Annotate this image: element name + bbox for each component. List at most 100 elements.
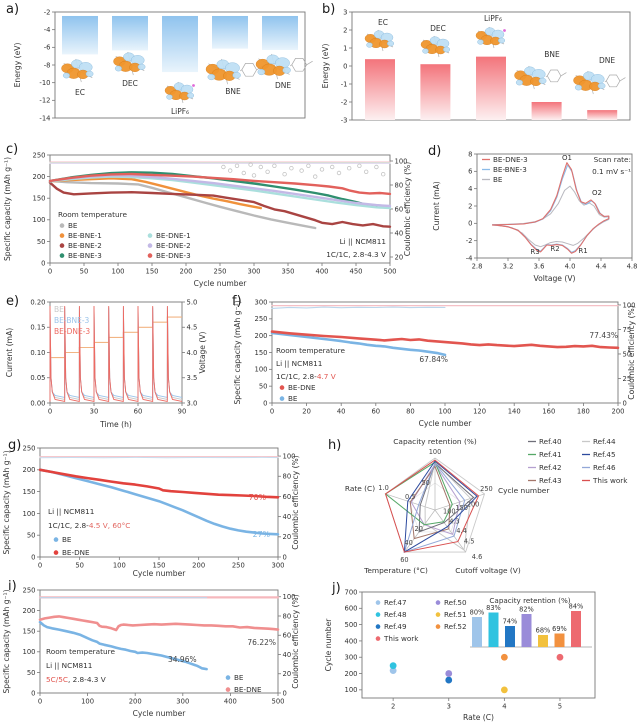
svg-text:Li || NCM811: Li || NCM811 — [46, 661, 92, 670]
svg-text:300: 300 — [176, 698, 189, 706]
svg-text:0: 0 — [283, 689, 287, 697]
svg-text:0: 0 — [31, 553, 35, 561]
svg-text:Ref.48: Ref.48 — [384, 610, 407, 619]
molecule-orbital-icon — [255, 53, 313, 80]
svg-text:100: 100 — [255, 366, 268, 374]
svg-text:BE: BE — [68, 221, 78, 230]
svg-text:0: 0 — [623, 399, 627, 407]
panel-c: c) 0 50 100 150 200 250 300 350 400 450 500 0 50 100 1… — [0, 140, 425, 290]
svg-text:300: 300 — [248, 268, 261, 276]
panel-d: d) 2.8 3.2 3.6 4.0 4.4 4.8 8 6 4 2 0 -2 -4 Voltage (V… — [425, 140, 640, 290]
series-Ref.46 — [403, 462, 466, 553]
energy-bar-DNE — [262, 15, 298, 50]
legend-marker-Ref.50 — [435, 600, 441, 605]
svg-text:This work: This work — [383, 634, 419, 643]
svg-text:Room temperature: Room temperature — [58, 210, 127, 219]
molecule-orbital-icon — [164, 81, 195, 104]
series-BE — [38, 620, 208, 671]
panel-b: b) 3 2 1 0 -1 -2 -3 Energy (eV) EC DEC LiPF₆ BNE DNE — [320, 0, 640, 140]
svg-text:BE-DNE: BE-DNE — [234, 685, 262, 694]
energy-bar-EC — [365, 59, 395, 120]
svg-text:300: 300 — [255, 298, 268, 306]
series-CE-BE — [271, 306, 446, 309]
svg-text:100: 100 — [33, 216, 46, 224]
svg-text:4.5: 4.5 — [187, 324, 198, 332]
svg-text:40: 40 — [404, 539, 412, 547]
svg-text:0.5: 0.5 — [405, 493, 416, 501]
legend-marker-Ref.49 — [375, 624, 381, 629]
point-Ref.47 — [389, 667, 397, 675]
svg-text:250: 250 — [214, 268, 227, 276]
svg-text:80%: 80% — [470, 609, 485, 617]
svg-text:82%: 82% — [519, 606, 534, 614]
panel-g-chart: 0 50 100 150 200 250 3000501001502002500204060… — [2, 444, 300, 578]
svg-text:Capacity retention (%): Capacity retention (%) — [489, 596, 570, 605]
svg-text:50: 50 — [80, 268, 89, 276]
inset-bar-69% — [554, 633, 565, 647]
svg-text:3.6: 3.6 — [534, 263, 545, 271]
series-BE-DNE-1 — [48, 175, 392, 210]
svg-text:180: 180 — [577, 408, 590, 416]
svg-text:Ref.44: Ref.44 — [593, 437, 616, 446]
panel-g: g) 0 50 100 150 200 250 300 0 50 100 150 200 250 0 20 4… — [0, 438, 320, 578]
svg-text:Cutoff voltage (V): Cutoff voltage (V) — [455, 566, 521, 575]
svg-text:4.0: 4.0 — [565, 263, 576, 271]
panel-j-label: j) — [332, 581, 341, 596]
svg-text:Energy (eV): Energy (eV) — [321, 44, 330, 89]
svg-text:2: 2 — [391, 703, 395, 711]
svg-text:50: 50 — [623, 350, 632, 358]
svg-text:0: 0 — [38, 698, 42, 706]
svg-text:74%: 74% — [503, 618, 518, 626]
svg-text:Current (mA): Current (mA) — [5, 328, 14, 377]
series-BE-DNE — [38, 615, 280, 632]
panel-d-chart: 2.8 3.2 3.6 4.0 4.4 4.8 8 6 4 2 0 -2 -4 Voltage (V) Cu… — [432, 150, 638, 283]
legend-marker-BE-DNE-1 — [147, 233, 153, 238]
svg-text:50: 50 — [259, 383, 268, 391]
series-Ref.40 — [418, 462, 475, 533]
svg-text:BE-BNE-3: BE-BNE-3 — [54, 316, 90, 325]
svg-text:R1: R1 — [578, 247, 587, 255]
svg-text:Ref.49: Ref.49 — [384, 622, 407, 631]
svg-text:BNE: BNE — [225, 87, 241, 96]
svg-text:34.96%: 34.96% — [168, 655, 197, 664]
panel-f-chart: 0 20 40 60 80 100 120 140 160 180 2000501001502002… — [233, 298, 636, 428]
energy-bar-LiPF₆ — [162, 15, 198, 73]
svg-text:0.1 mV s⁻¹: 0.1 mV s⁻¹ — [592, 167, 631, 176]
svg-text:40: 40 — [337, 408, 346, 416]
legend-marker-BE — [53, 537, 59, 542]
svg-text:3: 3 — [447, 703, 451, 711]
svg-text:1.0: 1.0 — [378, 484, 389, 492]
molecule-orbital-icon — [205, 58, 263, 85]
svg-text:Current (mA): Current (mA) — [432, 181, 441, 230]
svg-text:BE-DNE-3: BE-DNE-3 — [156, 251, 191, 260]
svg-text:O1: O1 — [562, 154, 572, 162]
svg-text:Specific capacity (mAh g⁻¹): Specific capacity (mAh g⁻¹) — [233, 300, 242, 404]
panel-j: j) 2 3 4 5 100 200 300 400 500 600 700 Rate (C) Cycl… — [320, 577, 640, 723]
svg-text:3.0: 3.0 — [187, 399, 198, 407]
legend-marker-BE-DNE — [225, 687, 231, 692]
svg-text:4.8: 4.8 — [627, 263, 638, 271]
svg-text:200: 200 — [612, 408, 625, 416]
svg-text:-4: -4 — [44, 26, 51, 34]
svg-text:-10: -10 — [39, 79, 50, 87]
svg-text:60: 60 — [283, 632, 292, 640]
svg-text:70%: 70% — [249, 493, 266, 502]
svg-text:400: 400 — [345, 637, 358, 645]
energy-bar-BNE — [531, 102, 562, 120]
svg-text:Coulombic efficiency (%): Coulombic efficiency (%) — [627, 305, 636, 399]
panel-c-chart: 0 50 100 150 200 250 300 350 400 450 500 0 50 100 150 2… — [3, 151, 412, 288]
svg-text:250: 250 — [23, 586, 36, 594]
series-BE-BNE-2 — [48, 181, 392, 228]
svg-text:76.22%: 76.22% — [247, 638, 276, 647]
svg-text:600: 600 — [345, 605, 358, 613]
svg-text:Coulombic efficiency (%): Coulombic efficiency (%) — [403, 162, 412, 256]
svg-text:Cycle number: Cycle number — [498, 486, 550, 495]
series-BE-DNE-3 — [48, 172, 392, 196]
svg-text:150: 150 — [23, 628, 36, 636]
svg-text:Coulombic efficiency (%): Coulombic efficiency (%) — [291, 594, 300, 688]
svg-text:LiPF₆: LiPF₆ — [171, 107, 189, 116]
axes-box — [361, 591, 596, 699]
svg-text:5.0: 5.0 — [187, 298, 198, 306]
legend-marker-BE-BNE-2 — [59, 243, 65, 248]
svg-text:300: 300 — [345, 654, 358, 662]
